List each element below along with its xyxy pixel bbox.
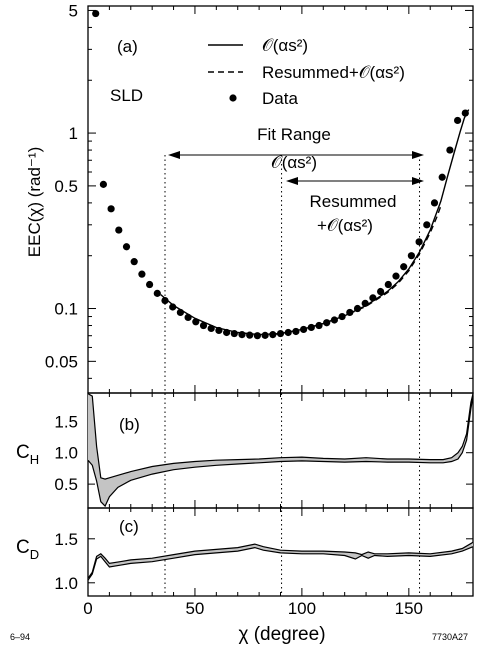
- legend: 𝒪(αs²) Resummed+𝒪(αs²) Data: [208, 36, 405, 108]
- y-tick-label: 0.5: [54, 177, 78, 196]
- y-tick-label: 1.0: [54, 574, 78, 593]
- data-point: [446, 146, 454, 154]
- data-point: [454, 116, 462, 125]
- panel-c-tick-labels: 1.5 1.0: [54, 530, 78, 593]
- data-point: [153, 289, 161, 297]
- resummed-arrowhead-left: [286, 177, 298, 185]
- band-lower-edge: [87, 546, 474, 581]
- band-upper-edge: [87, 393, 474, 480]
- y-tick-label: 1.5: [54, 530, 78, 549]
- data-point: [107, 205, 115, 213]
- data-point: [423, 221, 431, 229]
- data-point: [146, 280, 154, 289]
- data-point: [261, 331, 269, 339]
- legend-data-marker: [229, 94, 237, 102]
- resummed-range-order-label: +𝒪(αs²): [317, 216, 373, 235]
- resummed-curve: [271, 205, 442, 336]
- fit-range-lines: [164, 155, 421, 596]
- panel-a-y-axis-label: EEC(χ) (rad⁻¹): [25, 147, 44, 257]
- panel-b-tick-labels: 1.5 1.0 0.5: [54, 412, 78, 494]
- experiment-label: SLD: [110, 86, 143, 105]
- data-point: [438, 173, 446, 181]
- data-point: [377, 287, 385, 296]
- order-alpha-s2-curve: [160, 109, 470, 336]
- legend-order-label: 𝒪(αs²): [262, 36, 308, 55]
- panel-b-frame: [87, 392, 474, 509]
- x-tick-label: 100: [288, 599, 316, 618]
- panel-b-y-axis-sub: H: [30, 452, 39, 467]
- data-point: [92, 9, 100, 18]
- panel-b-marks: [87, 393, 474, 508]
- data-point: [161, 296, 169, 305]
- y-tick-label: 0.5: [54, 475, 78, 494]
- data-point: [169, 303, 177, 311]
- panel-a-ticks: [88, 6, 473, 393]
- panel-b-ticks: [88, 393, 473, 508]
- data-point: [246, 331, 254, 339]
- fit-range-arrowhead-left: [168, 151, 180, 159]
- y-tick-label: 1.5: [54, 412, 78, 431]
- fit-range-annotation: Fit Range 𝒪(αs²) Resummed +𝒪(αs²): [168, 125, 424, 235]
- data-point: [130, 258, 138, 266]
- y-tick-label: 0.1: [54, 300, 78, 319]
- correction-band-fill: [88, 542, 473, 581]
- data-point: [384, 280, 392, 289]
- legend-data-label: Data: [262, 89, 298, 108]
- panel-b-y-axis-main: C: [16, 442, 30, 463]
- resummed-arrowhead-right: [412, 177, 424, 185]
- x-tick-label: 0: [83, 599, 92, 618]
- panel-a: 5 1 0.5 0.1 0.05 (a) SLD EEC(χ) (rad⁻¹) 𝒪(αs…: [25, 1, 474, 394]
- correction-band-fill: [88, 393, 473, 507]
- panel-a-label: (a): [117, 37, 138, 56]
- data-point: [199, 321, 208, 330]
- data-point: [115, 226, 123, 234]
- resummed-range-label: Resummed: [310, 192, 397, 211]
- band-upper-edge: [87, 541, 474, 579]
- data-point: [138, 270, 146, 278]
- data-point: [430, 199, 439, 207]
- panel-b-label: (b): [119, 415, 140, 434]
- panel-a-tick-labels: 5 1 0.5 0.1 0.05: [45, 1, 78, 371]
- footnote-left: 6–94: [10, 632, 30, 642]
- panel-c-label: (c): [119, 517, 139, 536]
- fit-range-arrowhead-right: [412, 151, 424, 159]
- y-tick-label: 1: [69, 124, 78, 143]
- panel-c-y-axis-label: CD: [16, 537, 39, 562]
- legend-resummed-label: Resummed+𝒪(αs²): [262, 63, 405, 82]
- panel-c-y-axis-main: C: [16, 537, 30, 558]
- band-lower-edge: [87, 396, 474, 508]
- panel-c: 1.5 1.0 (c) CD: [16, 507, 474, 597]
- x-tick-label: 50: [185, 599, 204, 618]
- data-point: [392, 272, 400, 280]
- x-tick-label: 150: [395, 599, 423, 618]
- x-tick-labels: 0 50 100 150: [83, 599, 423, 618]
- data-point: [400, 263, 408, 271]
- data-point: [407, 252, 415, 260]
- y-tick-label: 0.05: [45, 352, 78, 371]
- panel-c-y-axis-sub: D: [30, 547, 39, 562]
- data-point: [122, 243, 131, 251]
- panel-b: 1.5 1.0 0.5 (b) CH: [16, 392, 474, 509]
- data-point: [253, 332, 261, 340]
- panel-c-marks: [87, 541, 474, 581]
- y-tick-label: 1.0: [54, 444, 78, 463]
- data-point: [415, 238, 423, 246]
- y-tick-label: 5: [69, 1, 78, 20]
- footnote-right: 7730A27: [432, 632, 468, 642]
- fit-range-order-label: 𝒪(αs²): [271, 153, 317, 172]
- fit-range-title: Fit Range: [257, 125, 331, 144]
- panel-c-ticks: [88, 508, 473, 596]
- data-point: [99, 180, 107, 188]
- x-axis-label: χ (degree): [238, 624, 325, 645]
- panel-a-marks: [92, 9, 470, 340]
- panel-b-y-axis-label: CH: [16, 442, 39, 467]
